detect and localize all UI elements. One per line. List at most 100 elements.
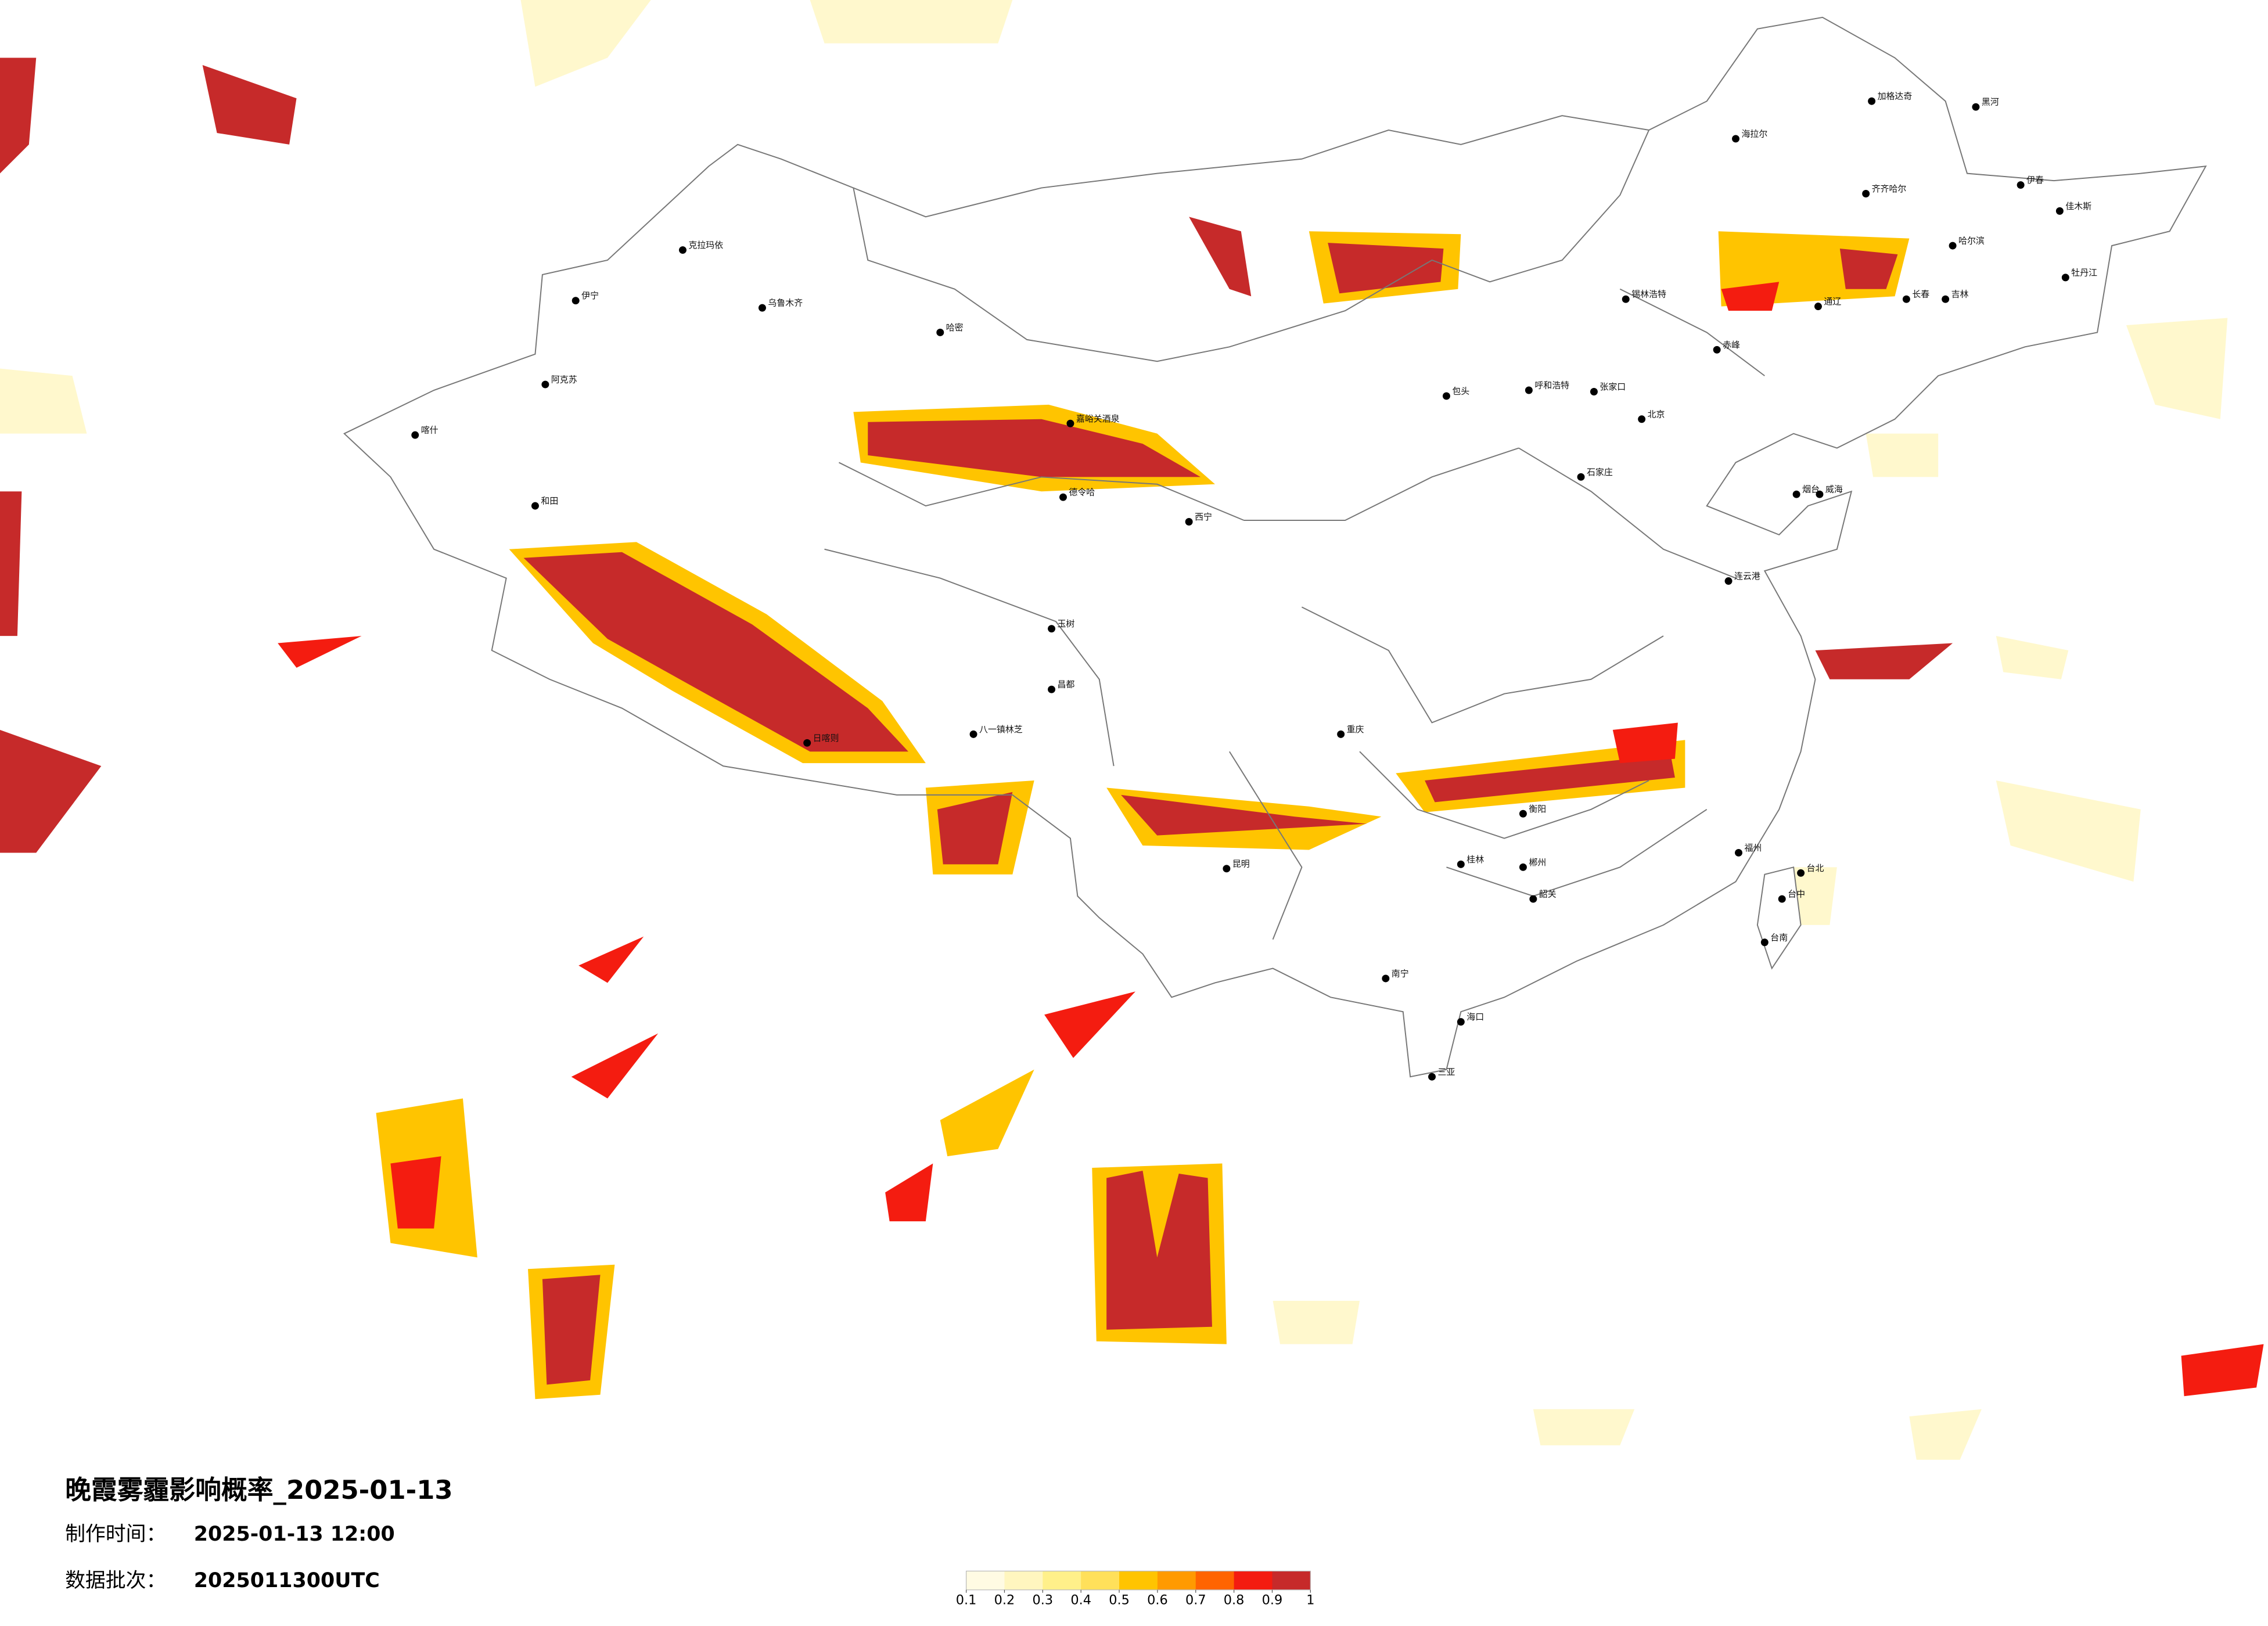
border-mongolia — [853, 115, 1649, 218]
haze — [940, 1069, 1034, 1157]
haze — [278, 636, 362, 668]
city-label: 郴州 — [1529, 857, 1546, 868]
city-label: 加格达奇 — [1878, 91, 1913, 102]
city-label: 西宁 — [1195, 512, 1212, 522]
city-dot — [1457, 1018, 1465, 1026]
city-label: 伊春 — [2026, 175, 2044, 185]
city-dot — [1778, 895, 1786, 903]
city-label: 哈尔滨 — [1958, 236, 1985, 246]
colorbar-frame — [965, 1570, 1311, 1591]
city-dot — [1868, 97, 1876, 105]
city-label: 哈密 — [946, 322, 964, 333]
city-dot — [1902, 295, 1910, 303]
city-label: 呼和浩特 — [1534, 380, 1569, 391]
city-dot — [531, 502, 539, 510]
city-dot — [1048, 685, 1056, 693]
city-dot — [1519, 810, 1527, 818]
haze — [390, 1156, 441, 1229]
city-label: 克拉玛依 — [688, 240, 723, 250]
city-dot — [572, 297, 580, 305]
haze — [1273, 1301, 1360, 1344]
city-dot — [803, 739, 811, 747]
city-dot — [1525, 386, 1533, 394]
city-dot — [1428, 1073, 1436, 1081]
legend-tick-label: 0.4 — [1070, 1593, 1091, 1608]
legend-swatch — [1195, 1571, 1235, 1590]
city-label: 齐齐哈尔 — [1872, 184, 1907, 194]
city-label: 通辽 — [1824, 296, 1841, 307]
city-dot — [2017, 181, 2025, 189]
haze — [1044, 991, 1135, 1058]
legend-tick-label: 0.3 — [1033, 1593, 1054, 1608]
city-dot — [1942, 295, 1950, 303]
haze — [937, 792, 1013, 865]
city-dot — [2055, 207, 2064, 215]
city-label: 海拉尔 — [1741, 128, 1767, 139]
haze — [1425, 754, 1675, 803]
legend-tick-label: 0.9 — [1262, 1593, 1283, 1608]
haze — [1189, 217, 1252, 297]
city-label: 昌都 — [1058, 679, 1075, 690]
city-label: 锡林浩特 — [1631, 289, 1666, 300]
city-label: 赤峰 — [1723, 340, 1740, 350]
city-dot — [1713, 346, 1721, 354]
legend-swatch — [966, 1571, 1005, 1590]
legend-tick-label: 0.6 — [1147, 1593, 1168, 1608]
city-label: 长春 — [1912, 289, 1929, 300]
city-dot — [1059, 493, 1067, 501]
city-label: 北京 — [1648, 409, 1665, 419]
batch-label: 数据批次： — [65, 1569, 166, 1592]
haze — [0, 729, 102, 853]
haze — [810, 0, 1013, 44]
haze — [1996, 636, 2069, 679]
city-label: 和田 — [541, 496, 558, 506]
city-label: 佳木斯 — [2065, 201, 2091, 211]
city-label: 玉树 — [1058, 618, 1075, 629]
city-dot — [936, 328, 944, 336]
boundaries — [343, 16, 2207, 1078]
city-dot — [1577, 473, 1585, 481]
haze — [571, 1033, 659, 1099]
haze — [520, 0, 651, 87]
city-dot — [1972, 103, 1980, 111]
city-dot — [1529, 895, 1537, 903]
city-dot — [1185, 518, 1193, 526]
city-dot — [1223, 865, 1231, 873]
haze-high — [0, 57, 1953, 1385]
city-label: 重庆 — [1347, 724, 1364, 735]
haze — [578, 936, 644, 983]
city-label: 伊宁 — [581, 290, 599, 301]
haze — [1839, 249, 1898, 289]
haze — [1996, 780, 2141, 882]
haze — [1793, 867, 1837, 925]
city-label: 台北 — [1807, 863, 1824, 873]
city-label: 威海 — [1825, 484, 1843, 495]
map-title: 晚霞雾霾影响概率_2025-01-13 — [65, 1474, 453, 1505]
legend-swatch — [1234, 1571, 1273, 1590]
city-label: 阿克苏 — [551, 375, 577, 385]
made-time-value: 2025-01-13 12:00 — [194, 1523, 395, 1546]
city-label: 南宁 — [1392, 969, 1409, 979]
city-label: 三亚 — [1437, 1067, 1455, 1077]
city-dot — [1797, 869, 1805, 877]
city-label: 黑河 — [1982, 97, 1999, 107]
haze — [1328, 243, 1444, 294]
haze — [1909, 1409, 1982, 1460]
colorbar: 0.1 0.2 0.3 0.4 0.5 0.6 0.7 0.8 0.9 1 — [956, 1570, 1314, 1608]
city-label: 乌鲁木齐 — [768, 298, 803, 308]
city-label: 日喀则 — [813, 733, 839, 743]
legend-tick-label: 0.7 — [1185, 1593, 1206, 1608]
city-label: 牡丹江 — [2071, 267, 2097, 278]
city-dot — [758, 304, 766, 312]
city-label: 昆明 — [1232, 858, 1250, 869]
legend-tick-label: 0.5 — [1109, 1593, 1130, 1608]
city-dot — [1066, 419, 1074, 427]
made-time-label: 制作时间： — [65, 1523, 166, 1546]
haze — [1866, 433, 1939, 477]
haze — [0, 491, 22, 636]
city-dot — [1735, 848, 1742, 857]
city-dot — [1442, 392, 1450, 400]
